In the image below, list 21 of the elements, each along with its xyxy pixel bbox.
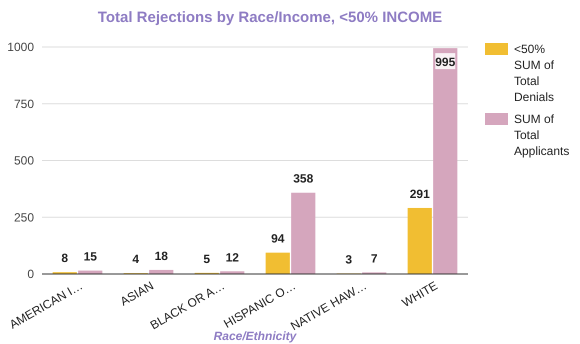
data-label: 5: [203, 252, 210, 266]
data-label: 12: [226, 250, 240, 264]
y-tick-label: 750: [14, 96, 34, 111]
legend-label: SUM of Total Applicants: [514, 112, 570, 158]
chart-title: Total Rejections by Race/Income, <50% INCOME: [98, 9, 442, 26]
y-tick-label: 500: [14, 154, 34, 168]
data-label: 18: [154, 248, 168, 263]
data-label: 94: [271, 232, 285, 246]
data-label: 15: [84, 250, 98, 264]
data-label: 4: [132, 252, 140, 266]
data-label: 8: [61, 251, 68, 266]
data-label: 7: [370, 251, 378, 266]
data-label: 3: [345, 252, 352, 266]
y-tick-label: 250: [14, 210, 34, 224]
data-label: 291: [410, 186, 430, 201]
legend-label: <50% SUM of Total Denials: [514, 42, 555, 104]
y-tick-label: 0: [27, 267, 34, 281]
x-axis-title: Race/Ethnicity: [214, 329, 298, 343]
y-tick-label: 1000: [7, 40, 34, 54]
data-label: 358: [293, 172, 314, 186]
data-label: 995: [435, 55, 456, 70]
